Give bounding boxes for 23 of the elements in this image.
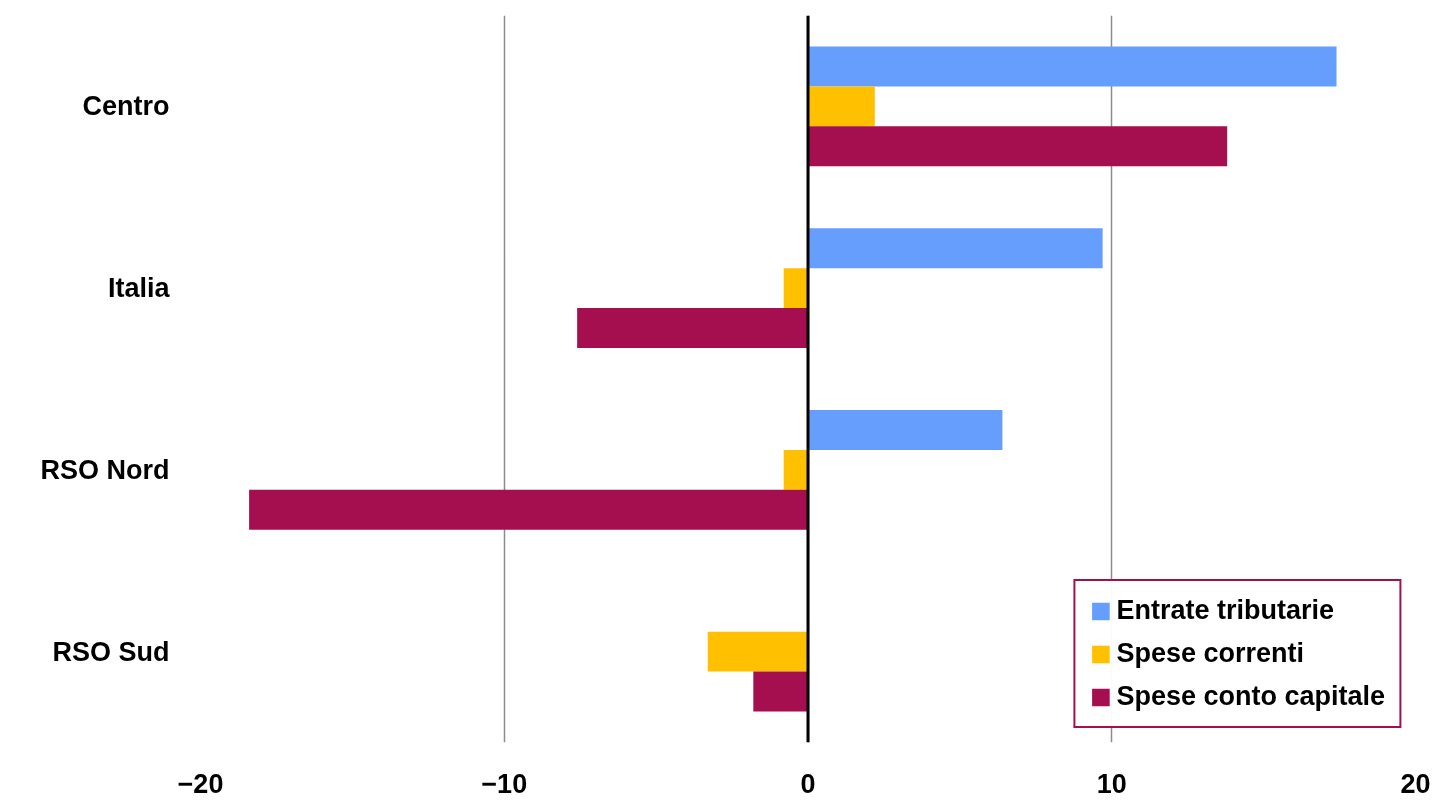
y-tick-label: Centro — [82, 91, 170, 122]
bar — [249, 489, 808, 530]
x-tick-label: 0 — [800, 768, 816, 799]
bar — [707, 631, 808, 672]
bar — [808, 46, 1337, 87]
y-tick-label: RSO Sud — [52, 636, 170, 667]
bar — [808, 86, 875, 127]
y-tick-label: RSO Nord — [40, 454, 170, 485]
x-tick-label: −20 — [177, 768, 224, 799]
bar — [808, 228, 1103, 269]
bar — [808, 409, 1003, 450]
x-tick-label: −10 — [481, 768, 528, 799]
bar — [577, 308, 808, 349]
legend-label: Entrate tributarie — [1116, 595, 1334, 626]
legend-label: Spese correnti — [1116, 638, 1304, 669]
bar — [808, 126, 1228, 167]
x-tick-label: 20 — [1400, 768, 1431, 799]
x-tick-label: 10 — [1096, 768, 1127, 799]
y-tick-label: Italia — [107, 273, 171, 304]
bar — [783, 449, 808, 490]
bar — [783, 268, 808, 309]
bar — [753, 671, 808, 712]
legend-label: Spese conto capitale — [1116, 681, 1385, 712]
